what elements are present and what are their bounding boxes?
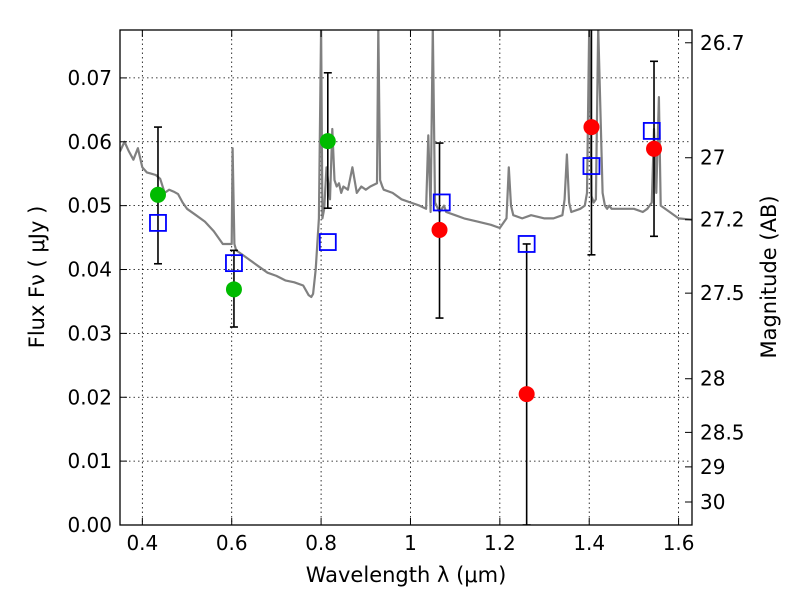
grid-lines <box>120 30 692 526</box>
nir-flux-point <box>518 386 535 403</box>
y-tick-label: 0.02 <box>67 385 112 409</box>
optical-flux-point <box>149 186 166 203</box>
error-bars <box>153 30 659 525</box>
x-tick-label: 1 <box>404 531 417 555</box>
y-tick-label: 0.06 <box>67 130 112 154</box>
x-tick-label: 0.6 <box>216 531 248 555</box>
y-tick-label: 0.00 <box>67 513 112 537</box>
y-axis-label: Flux Fν ( μJy ) <box>25 206 49 349</box>
model-spectrum-line <box>120 30 692 299</box>
template-flux-marker <box>318 233 337 251</box>
magnitude-tick-label: 30 <box>700 490 725 514</box>
y-tick-label: 0.05 <box>67 194 112 218</box>
y-axis-ticks: 0.00 0.01 0.02 0.03 0.04 0.05 0.06 0.07 <box>67 66 127 537</box>
magnitude-tick-label: 28.5 <box>700 420 745 444</box>
x-tick-label: 1.4 <box>573 531 605 555</box>
nir-flux-point <box>431 221 448 238</box>
x-tick-label: 1.2 <box>484 531 516 555</box>
x-axis-ticks: 0.4 0.6 0.8 1 1.2 1.4 1.6 <box>126 30 695 555</box>
y-tick-label: 0.03 <box>67 321 112 345</box>
x-tick-label: 0.8 <box>305 531 337 555</box>
nir-flux-point <box>646 140 663 157</box>
x-tick-label: 0.4 <box>126 531 158 555</box>
template-flux-marker <box>642 122 661 140</box>
nir-flux-point <box>583 119 600 136</box>
magnitude-tick-label: 28 <box>700 367 725 391</box>
x-axis-label: Wavelength λ (μm) <box>306 563 507 587</box>
magnitude-tick-label: 27.5 <box>700 281 745 305</box>
magnitude-tick-label: 29 <box>700 455 725 479</box>
optical-flux-point <box>225 281 242 298</box>
template-flux-marker <box>582 157 601 175</box>
magnitude-tick-label: 26.7 <box>700 31 745 55</box>
y-tick-label: 0.01 <box>67 449 112 473</box>
template-flux-marker <box>149 213 167 232</box>
plot-frame <box>119 29 693 526</box>
template-flux-marker <box>225 254 243 273</box>
template-flux-marker <box>517 235 536 253</box>
magnitude-axis-label: Magnitude (AB) <box>757 195 781 358</box>
magnitude-axis-ticks: 26.7 27 27.2 27.5 28 28.5 29 30 <box>685 31 745 514</box>
y-tick-label: 0.04 <box>67 258 112 282</box>
optical-flux-point <box>319 133 336 150</box>
magnitude-tick-label: 27 <box>700 146 725 170</box>
x-tick-label: 1.6 <box>663 531 695 555</box>
magnitude-tick-label: 27.2 <box>700 208 745 232</box>
template-flux-marker <box>432 193 451 212</box>
y-tick-label: 0.07 <box>67 66 112 90</box>
data-markers <box>149 119 663 403</box>
